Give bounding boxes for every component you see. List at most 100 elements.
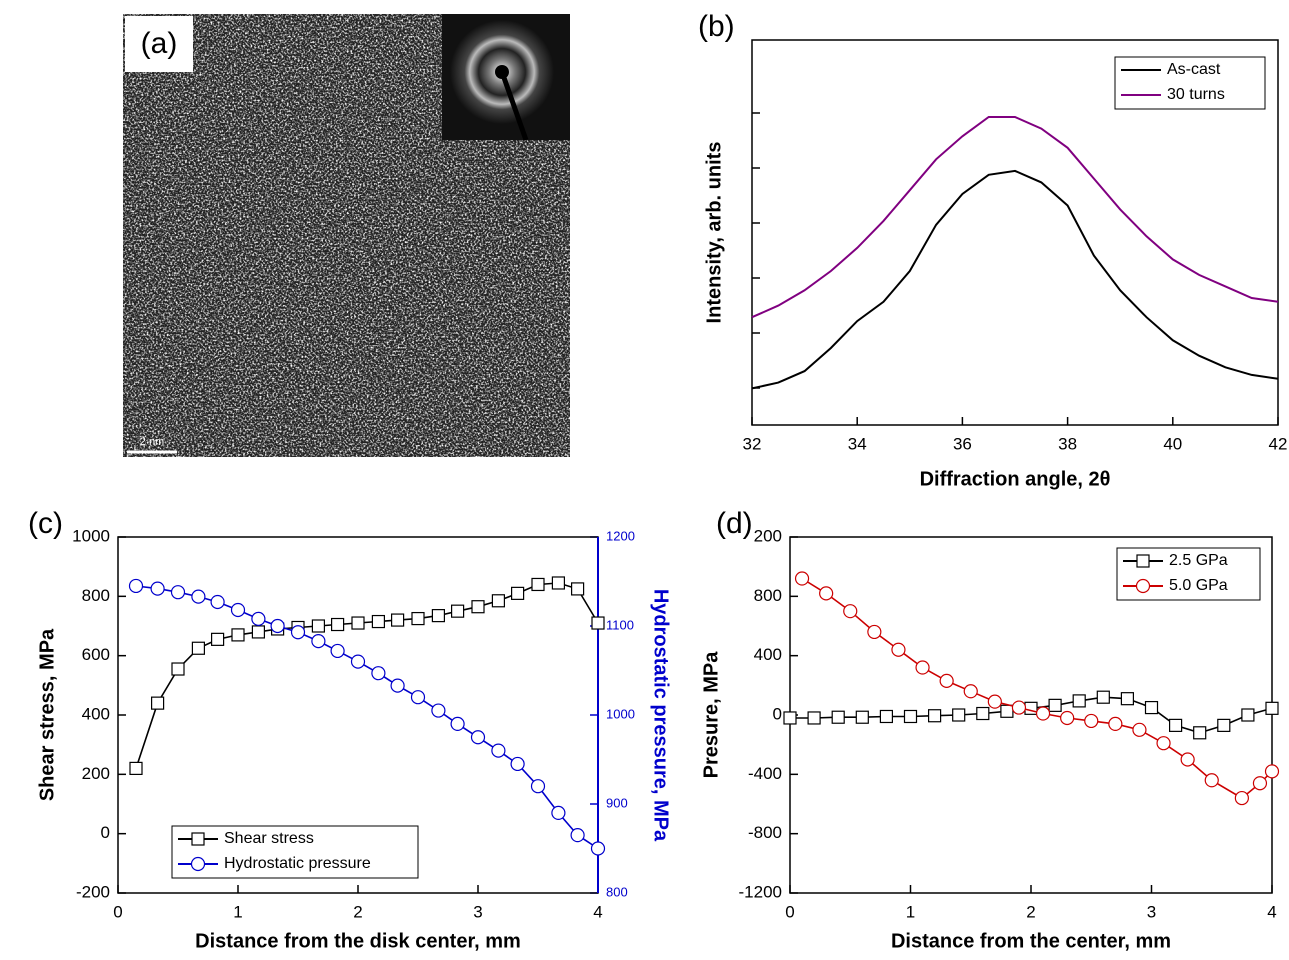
x-axis-label: Distance from the disk center, mm bbox=[195, 930, 521, 952]
marker bbox=[1193, 726, 1207, 740]
marker bbox=[831, 710, 845, 724]
marker bbox=[191, 589, 206, 604]
marker bbox=[1217, 718, 1231, 732]
panel-a: (a) 2 nm bbox=[123, 14, 570, 457]
y-tick-label: -400 bbox=[748, 764, 782, 783]
y-tick-label: -200 bbox=[76, 882, 110, 901]
marker bbox=[1204, 773, 1219, 788]
legend-box bbox=[1114, 56, 1266, 110]
y-tick-label: 400 bbox=[754, 645, 782, 664]
panel-label: (a) bbox=[141, 27, 178, 60]
marker bbox=[129, 761, 143, 776]
x-tick-label: 0 bbox=[785, 902, 794, 921]
panel-label-box bbox=[125, 16, 193, 72]
marker bbox=[1011, 700, 1027, 715]
marker bbox=[451, 604, 465, 618]
y-axis-label: Intensity, arb. units bbox=[703, 142, 725, 324]
marker bbox=[230, 602, 246, 618]
marker bbox=[371, 666, 386, 681]
marker bbox=[431, 609, 445, 623]
marker bbox=[251, 625, 265, 639]
marker bbox=[290, 625, 306, 640]
marker bbox=[190, 856, 206, 872]
marker bbox=[210, 594, 225, 610]
marker bbox=[1241, 708, 1255, 722]
y-tick-label: 800 bbox=[82, 586, 110, 605]
marker bbox=[151, 696, 165, 710]
marker bbox=[311, 619, 325, 633]
marker bbox=[531, 577, 545, 592]
y-tick-label: 0 bbox=[101, 823, 110, 842]
y-axis-label: Shear stress, MPa bbox=[36, 628, 58, 801]
marker bbox=[939, 673, 954, 688]
y2-axis-label: Hydrostatic pressure, MPa bbox=[650, 589, 672, 842]
x-tick-label: 4 bbox=[1267, 902, 1276, 921]
marker bbox=[311, 634, 326, 649]
x-tick-label: 4 bbox=[593, 902, 602, 921]
marker bbox=[211, 632, 225, 646]
marker bbox=[191, 641, 205, 655]
marker bbox=[807, 711, 821, 725]
series-line bbox=[751, 169, 1279, 390]
marker bbox=[570, 582, 585, 596]
series-line bbox=[135, 585, 599, 850]
marker bbox=[491, 743, 506, 758]
x-tick-label: 0 bbox=[113, 902, 122, 921]
marker bbox=[251, 611, 266, 626]
marker bbox=[410, 690, 426, 705]
y-tick-label: 200 bbox=[82, 764, 110, 783]
marker bbox=[1265, 701, 1279, 715]
y-axis-label: Presure, MPa bbox=[700, 651, 722, 779]
legend-label: 2.5 GPa bbox=[1169, 552, 1228, 569]
y-tick-label: -800 bbox=[748, 823, 782, 842]
chart: (d) 0 1 2 3 4 -1200 -800 -400 0 400 800 200 Distance … bbox=[700, 507, 1280, 952]
marker bbox=[952, 708, 966, 722]
y2-tick-label: 1100 bbox=[606, 617, 634, 632]
marker bbox=[903, 709, 918, 724]
series-line bbox=[751, 116, 1279, 319]
marker bbox=[783, 711, 797, 725]
marker bbox=[987, 694, 1002, 709]
marker bbox=[1168, 718, 1183, 732]
legend-label: Shear stress bbox=[224, 830, 314, 847]
marker bbox=[976, 706, 990, 721]
y-tick-label: 400 bbox=[82, 704, 110, 723]
marker bbox=[470, 730, 486, 745]
marker bbox=[170, 585, 186, 600]
marker bbox=[1060, 710, 1075, 726]
marker bbox=[1084, 713, 1099, 729]
x-tick-label: 2 bbox=[353, 902, 362, 921]
marker bbox=[330, 643, 345, 659]
marker bbox=[391, 613, 405, 627]
x-axis-label: Distance from the center, mm bbox=[891, 930, 1171, 952]
marker bbox=[1108, 716, 1123, 732]
scale-bar-label: 2 nm bbox=[140, 436, 164, 448]
marker bbox=[371, 614, 385, 629]
y-tick-label: -1200 bbox=[739, 882, 782, 901]
x-tick-label: 42 bbox=[1269, 434, 1288, 453]
marker bbox=[530, 779, 546, 794]
marker bbox=[411, 611, 425, 626]
marker bbox=[551, 805, 566, 821]
marker bbox=[351, 616, 365, 630]
y2-tick-label: 900 bbox=[606, 795, 628, 810]
legend-box bbox=[171, 825, 419, 879]
marker bbox=[1024, 701, 1038, 715]
marker bbox=[1132, 722, 1147, 737]
x-tick-label: 32 bbox=[743, 434, 762, 453]
y-tick-label: 200 bbox=[754, 526, 782, 545]
x-tick-label: 38 bbox=[1058, 434, 1077, 453]
chart: (c)0 1 2 3 4-2000200400600800100080090010001… bbox=[28, 507, 672, 952]
marker bbox=[510, 756, 525, 772]
panel-label: (b) bbox=[698, 10, 735, 43]
legend-label: 30 turns bbox=[1167, 86, 1225, 103]
plot-frame bbox=[751, 39, 1279, 426]
marker bbox=[867, 624, 882, 640]
marker bbox=[915, 660, 930, 675]
marker bbox=[231, 628, 245, 642]
y-tick-label: 600 bbox=[82, 645, 110, 664]
marker bbox=[1144, 700, 1159, 715]
marker bbox=[171, 662, 185, 676]
marker bbox=[794, 571, 810, 586]
marker bbox=[891, 642, 906, 657]
